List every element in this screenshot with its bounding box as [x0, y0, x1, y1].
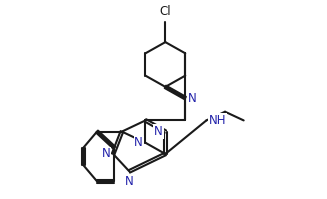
Text: N: N: [154, 125, 163, 138]
Text: N: N: [101, 147, 110, 160]
Text: Cl: Cl: [160, 5, 171, 18]
Text: N: N: [125, 175, 134, 188]
Text: N: N: [188, 92, 197, 104]
Text: N: N: [134, 136, 143, 149]
Text: NH: NH: [209, 114, 226, 127]
